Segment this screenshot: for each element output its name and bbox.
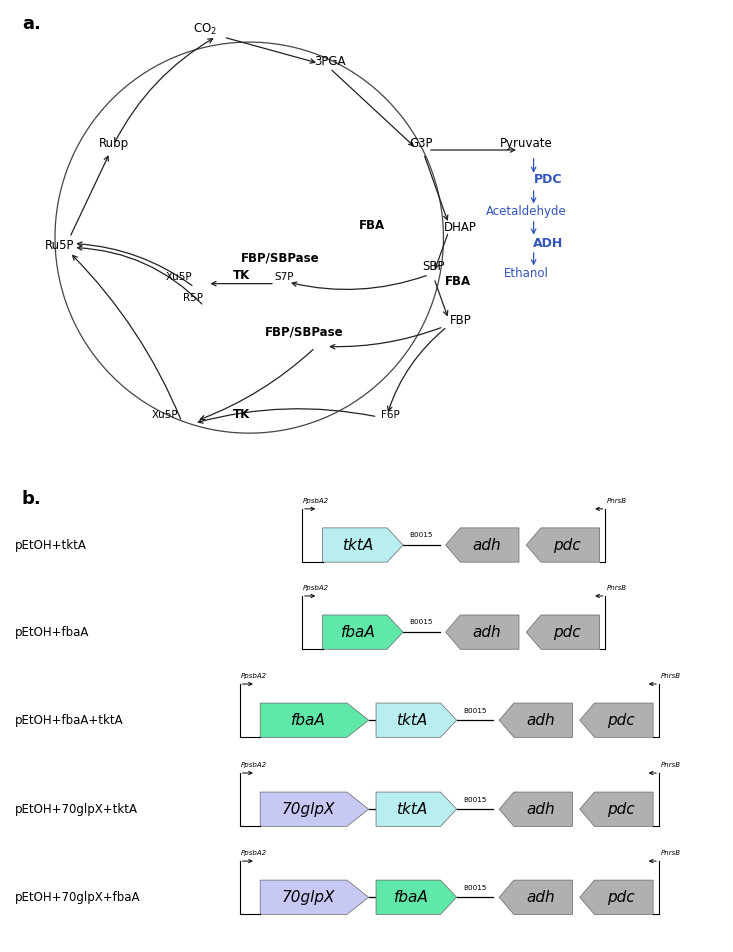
- Text: B0015: B0015: [410, 532, 433, 539]
- Text: FBP: FBP: [449, 314, 471, 327]
- Text: DHAP: DHAP: [444, 221, 476, 234]
- Text: 70glpX: 70glpX: [281, 890, 335, 904]
- Text: adh: adh: [526, 890, 555, 904]
- Text: Rubp: Rubp: [98, 137, 129, 150]
- Text: pdc: pdc: [607, 713, 635, 727]
- Text: pEtOH+tktA: pEtOH+tktA: [15, 539, 86, 551]
- Polygon shape: [499, 880, 572, 914]
- Polygon shape: [446, 527, 519, 562]
- Text: pdc: pdc: [607, 890, 635, 904]
- Text: PnrsB: PnrsB: [607, 585, 627, 591]
- Text: tktA: tktA: [396, 802, 427, 817]
- Text: SBP: SBP: [422, 260, 444, 273]
- Polygon shape: [376, 880, 457, 914]
- Text: pdc: pdc: [553, 625, 581, 640]
- Text: PpsbA2: PpsbA2: [240, 850, 267, 857]
- Text: fbaA: fbaA: [394, 890, 429, 904]
- Text: PnrsB: PnrsB: [660, 763, 680, 768]
- Polygon shape: [376, 703, 457, 737]
- Text: FBP/SBPase: FBP/SBPase: [240, 252, 320, 265]
- Text: PnrsB: PnrsB: [607, 498, 627, 505]
- Text: PnrsB: PnrsB: [660, 673, 680, 680]
- Text: Ru5P: Ru5P: [45, 239, 75, 251]
- Text: Ethanol: Ethanol: [504, 268, 549, 280]
- Text: F6P: F6P: [381, 410, 400, 420]
- Polygon shape: [499, 703, 572, 737]
- Text: CO$_2$: CO$_2$: [194, 22, 217, 37]
- Text: FBA: FBA: [445, 275, 471, 288]
- Text: B0015: B0015: [463, 707, 487, 714]
- Text: PpsbA2: PpsbA2: [303, 498, 329, 505]
- Text: B0015: B0015: [463, 797, 487, 803]
- Text: pEtOH+fbaA+tktA: pEtOH+fbaA+tktA: [15, 714, 123, 726]
- Text: Xu5P: Xu5P: [152, 410, 178, 420]
- Text: pdc: pdc: [607, 802, 635, 817]
- Text: pEtOH+fbaA: pEtOH+fbaA: [15, 625, 89, 639]
- Text: Acetaldehyde: Acetaldehyde: [486, 206, 567, 218]
- Text: R5P: R5P: [183, 293, 203, 303]
- Text: G3P: G3P: [410, 137, 433, 150]
- Polygon shape: [260, 703, 369, 737]
- Text: adh: adh: [526, 802, 555, 817]
- Text: PnrsB: PnrsB: [660, 850, 680, 857]
- Text: pdc: pdc: [553, 538, 581, 552]
- Text: PDC: PDC: [534, 172, 562, 186]
- Polygon shape: [376, 792, 457, 826]
- Text: PpsbA2: PpsbA2: [303, 585, 329, 591]
- Polygon shape: [260, 880, 369, 914]
- Text: S7P: S7P: [275, 272, 294, 282]
- Polygon shape: [580, 703, 653, 737]
- Text: Pyruvate: Pyruvate: [500, 137, 553, 150]
- Text: adh: adh: [472, 625, 501, 640]
- Text: B0015: B0015: [410, 620, 433, 625]
- Polygon shape: [446, 615, 519, 649]
- Text: Xu5P: Xu5P: [166, 272, 193, 282]
- Text: B0015: B0015: [463, 884, 487, 891]
- Polygon shape: [526, 527, 600, 562]
- Text: ADH: ADH: [533, 237, 564, 250]
- Text: PpsbA2: PpsbA2: [240, 763, 267, 768]
- Polygon shape: [260, 792, 369, 826]
- Text: 70glpX: 70glpX: [281, 802, 335, 817]
- Text: TK: TK: [233, 408, 251, 422]
- Text: b.: b.: [22, 490, 42, 508]
- Text: PpsbA2: PpsbA2: [240, 673, 267, 680]
- Text: adh: adh: [526, 713, 555, 727]
- Polygon shape: [323, 615, 403, 649]
- Polygon shape: [526, 615, 600, 649]
- Polygon shape: [323, 527, 403, 562]
- Polygon shape: [580, 880, 653, 914]
- Text: 3PGA: 3PGA: [314, 55, 345, 69]
- Text: adh: adh: [472, 538, 501, 552]
- Polygon shape: [580, 792, 653, 826]
- Polygon shape: [499, 792, 572, 826]
- Text: pEtOH+70glpX+fbaA: pEtOH+70glpX+fbaA: [15, 891, 140, 903]
- Text: a.: a.: [22, 15, 41, 33]
- Text: fbaA: fbaA: [341, 625, 375, 640]
- Text: TK: TK: [233, 269, 251, 282]
- Text: fbaA: fbaA: [290, 713, 325, 727]
- Text: tktA: tktA: [342, 538, 374, 552]
- Text: FBA: FBA: [359, 219, 386, 231]
- Text: pEtOH+70glpX+tktA: pEtOH+70glpX+tktA: [15, 803, 138, 816]
- Text: tktA: tktA: [396, 713, 427, 727]
- Text: FBP/SBPase: FBP/SBPase: [265, 326, 344, 338]
